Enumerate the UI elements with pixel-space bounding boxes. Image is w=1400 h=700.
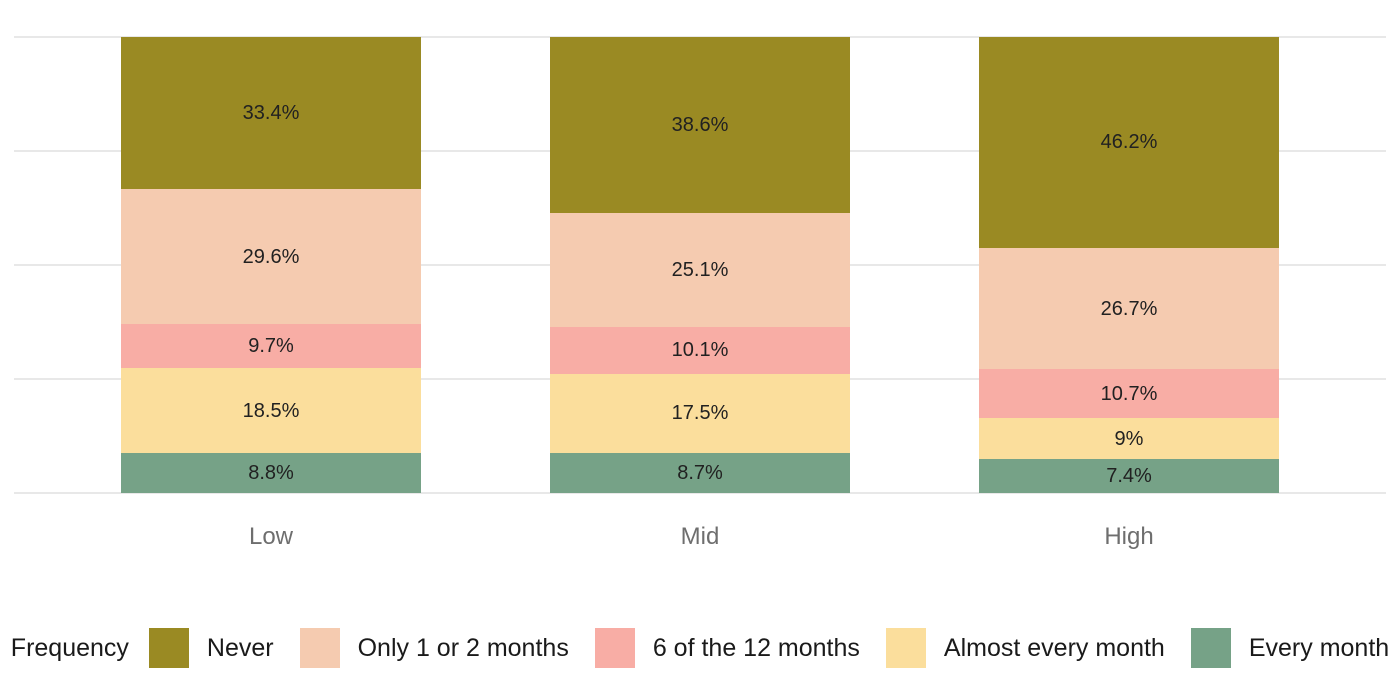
legend-label: Never xyxy=(206,633,274,662)
legend-swatch xyxy=(885,628,926,668)
legend-item: 6 of the 12 months xyxy=(594,628,860,668)
bar-segment: 9% xyxy=(979,418,1279,460)
segment-value-label: 46.2% xyxy=(1100,131,1158,154)
legend-swatch xyxy=(148,628,189,668)
legend-item: Almost every month xyxy=(885,628,1165,668)
plot-area: 33.4% 29.6% 9.7% 18.5% 8.8% 38.6% 25.1% 10.1% 17… xyxy=(14,36,1386,494)
bar-segment: 18.5% xyxy=(121,368,421,453)
legend-item: Every month xyxy=(1190,628,1390,668)
legend-label: Only 1 or 2 months xyxy=(357,633,569,662)
bar-mid: 38.6% 25.1% 10.1% 17.5% 8.7% xyxy=(550,37,850,493)
legend-title: Frequency xyxy=(10,633,129,662)
segment-value-label: 17.5% xyxy=(671,402,729,425)
x-axis-label: Low xyxy=(248,523,294,550)
bar-segment: 8.8% xyxy=(121,452,421,493)
bar-segment: 33.4% xyxy=(121,37,421,190)
x-axis-label: High xyxy=(1104,523,1154,550)
bar-segment: 29.6% xyxy=(121,189,421,325)
segment-value-label: 9.7% xyxy=(248,335,294,358)
legend-label: Every month xyxy=(1248,633,1390,662)
segment-value-label: 8.8% xyxy=(248,461,294,484)
bar-segment: 38.6% xyxy=(550,37,850,214)
segment-value-label: 18.5% xyxy=(242,399,300,422)
segment-value-label: 29.6% xyxy=(242,245,300,268)
segment-value-label: 26.7% xyxy=(1100,297,1158,320)
x-axis-label: Mid xyxy=(680,523,720,550)
bar-segment: 10.7% xyxy=(979,369,1279,419)
legend-swatch xyxy=(299,628,340,668)
segment-value-label: 9% xyxy=(1114,427,1144,450)
segment-value-label: 38.6% xyxy=(671,114,729,136)
segment-value-label: 25.1% xyxy=(671,259,729,282)
legend-swatch xyxy=(1190,628,1231,668)
bar-segment: 8.7% xyxy=(550,453,850,493)
segment-value-label: 7.4% xyxy=(1106,465,1152,488)
legend-swatch xyxy=(594,628,635,668)
bar-low: 33.4% 29.6% 9.7% 18.5% 8.8% xyxy=(121,37,421,493)
legend-item: Only 1 or 2 months xyxy=(299,628,569,668)
segment-value-label: 33.4% xyxy=(242,102,300,125)
bar-high: 46.2% 26.7% 10.7% 9% 7.4% xyxy=(979,37,1279,493)
bar-segment: 26.7% xyxy=(979,247,1279,370)
bar-segment: 25.1% xyxy=(550,213,850,328)
legend-item: Never xyxy=(148,628,274,668)
bar-segment: 17.5% xyxy=(550,373,850,454)
legend-label: 6 of the 12 months xyxy=(652,633,860,662)
bar-segment: 10.1% xyxy=(550,327,850,374)
segment-value-label: 10.7% xyxy=(1100,382,1158,405)
bar-segment: 7.4% xyxy=(979,459,1279,493)
bar-segment: 9.7% xyxy=(121,324,421,369)
segment-value-label: 8.7% xyxy=(677,462,723,485)
legend-label: Almost every month xyxy=(943,633,1165,662)
segment-value-label: 10.1% xyxy=(671,339,729,362)
legend: Frequency Never Only 1 or 2 months 6 of th… xyxy=(0,628,1400,668)
bar-segment: 46.2% xyxy=(979,37,1279,248)
gridline-0 xyxy=(14,492,1386,494)
